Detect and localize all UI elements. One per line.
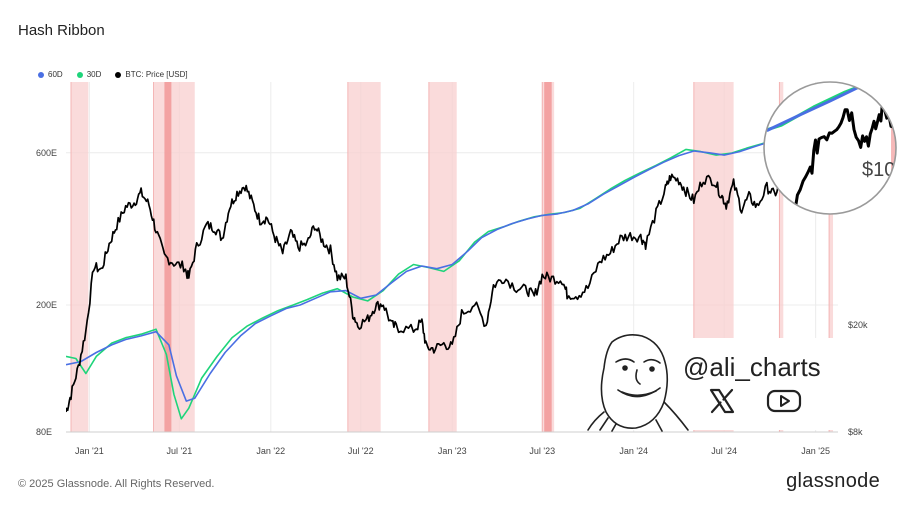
legend-label-price: BTC: Price [USD] — [125, 70, 188, 79]
legend-label-60d: 60D — [48, 70, 63, 79]
x-logo-icon[interactable] — [708, 388, 736, 414]
series-lines — [66, 111, 838, 420]
capitulation-band-0 — [70, 82, 89, 432]
x-tick-label-8: Jan '25 — [801, 446, 830, 456]
x-tick-label-3: Jul '22 — [348, 446, 374, 456]
x-tick-label-5: Jul '23 — [529, 446, 555, 456]
watermark-handle: @ali_charts — [683, 352, 821, 382]
x-tick-label-7: Jul '24 — [711, 446, 737, 456]
youtube-icon[interactable] — [766, 388, 802, 414]
y-left-tick-label-2: 600E — [36, 148, 57, 158]
series-line-btc-price-usd- — [66, 126, 837, 413]
series-line-60d — [66, 112, 838, 402]
chart-title: Hash Ribbon — [18, 22, 105, 39]
capitulation-band-6 — [779, 82, 784, 432]
legend-item-30d[interactable]: 30D — [76, 70, 102, 79]
capitulation-band-3 — [428, 82, 457, 432]
legend-item-price[interactable]: BTC: Price [USD] — [115, 70, 188, 79]
y-right-tick-label-1: $20k — [848, 320, 868, 330]
strong-band-1 — [544, 82, 552, 432]
chart-legend: 60D 30D BTC: Price [USD] — [38, 70, 188, 79]
lens-series-60d — [766, 82, 896, 132]
x-tick-label-2: Jan '22 — [256, 446, 285, 456]
capitulation-band-1 — [153, 82, 195, 432]
x-tick-label-6: Jan '24 — [619, 446, 648, 456]
legend-dot-60d — [38, 71, 44, 78]
watermark-icons — [708, 388, 802, 414]
legend-label-30d: 30D — [86, 70, 102, 79]
x-tick-label-4: Jan '23 — [438, 446, 467, 456]
x-tick-label-1: Jul '21 — [166, 446, 192, 456]
capitulation-band-7 — [829, 82, 834, 432]
legend-dot-price — [115, 71, 122, 78]
cartoon-face-icon — [587, 334, 689, 432]
legend-dot-30d — [76, 71, 83, 78]
capitulation-band-2 — [347, 82, 381, 432]
y-left-tick-label-1: 200E — [36, 300, 57, 310]
legend-item-60d[interactable]: 60D — [38, 70, 63, 79]
lens-band — [891, 82, 896, 214]
watermark-panel — [588, 338, 836, 430]
magnifier-price-label: $10 — [862, 159, 895, 181]
magnifier-lens: $10 — [763, 81, 897, 215]
brand-logo-text[interactable]: glassnode — [786, 470, 880, 492]
y-right-tick-label-0: $8k — [848, 427, 863, 437]
footer-copyright: © 2025 Glassnode. All Rights Reserved. — [18, 478, 215, 490]
x-tick-label-0: Jan '21 — [75, 446, 104, 456]
y-left-tick-label-0: 80E — [36, 427, 52, 437]
